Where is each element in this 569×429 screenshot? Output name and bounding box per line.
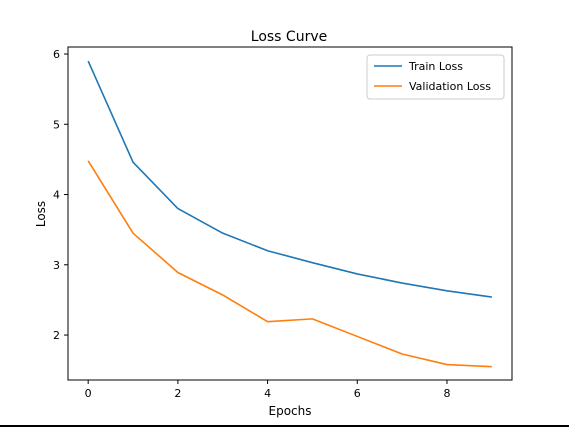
x-tick-label: 6	[354, 387, 361, 400]
y-tick-label: 6	[53, 48, 60, 61]
legend-label: Validation Loss	[409, 80, 491, 93]
x-tick-label: 8	[443, 387, 450, 400]
y-tick-label: 2	[53, 329, 60, 342]
plot-area	[67, 46, 513, 381]
y-tick-label: 3	[53, 259, 60, 272]
series-line-validation-loss	[87, 160, 492, 368]
x-tick-label: 4	[264, 387, 271, 400]
x-axis-label: Epochs	[269, 404, 312, 418]
series-line-train-loss	[87, 60, 492, 298]
y-axis-ticks: 2 3 4 5 6	[53, 48, 68, 342]
chart-title: Loss Curve	[251, 29, 327, 45]
y-tick-label: 5	[53, 118, 60, 131]
bottom-border-line	[0, 425, 569, 427]
legend: Train Loss Validation Loss	[366, 54, 505, 100]
x-tick-label: 2	[174, 387, 181, 400]
legend-label: Train Loss	[408, 60, 463, 73]
x-tick-label: 0	[85, 387, 92, 400]
y-tick-label: 4	[53, 189, 60, 202]
plot-frame	[67, 46, 513, 381]
y-axis-label: Loss	[34, 201, 48, 227]
x-axis-ticks: 0 2 4 6 8	[85, 380, 450, 400]
series-layer	[87, 60, 492, 368]
